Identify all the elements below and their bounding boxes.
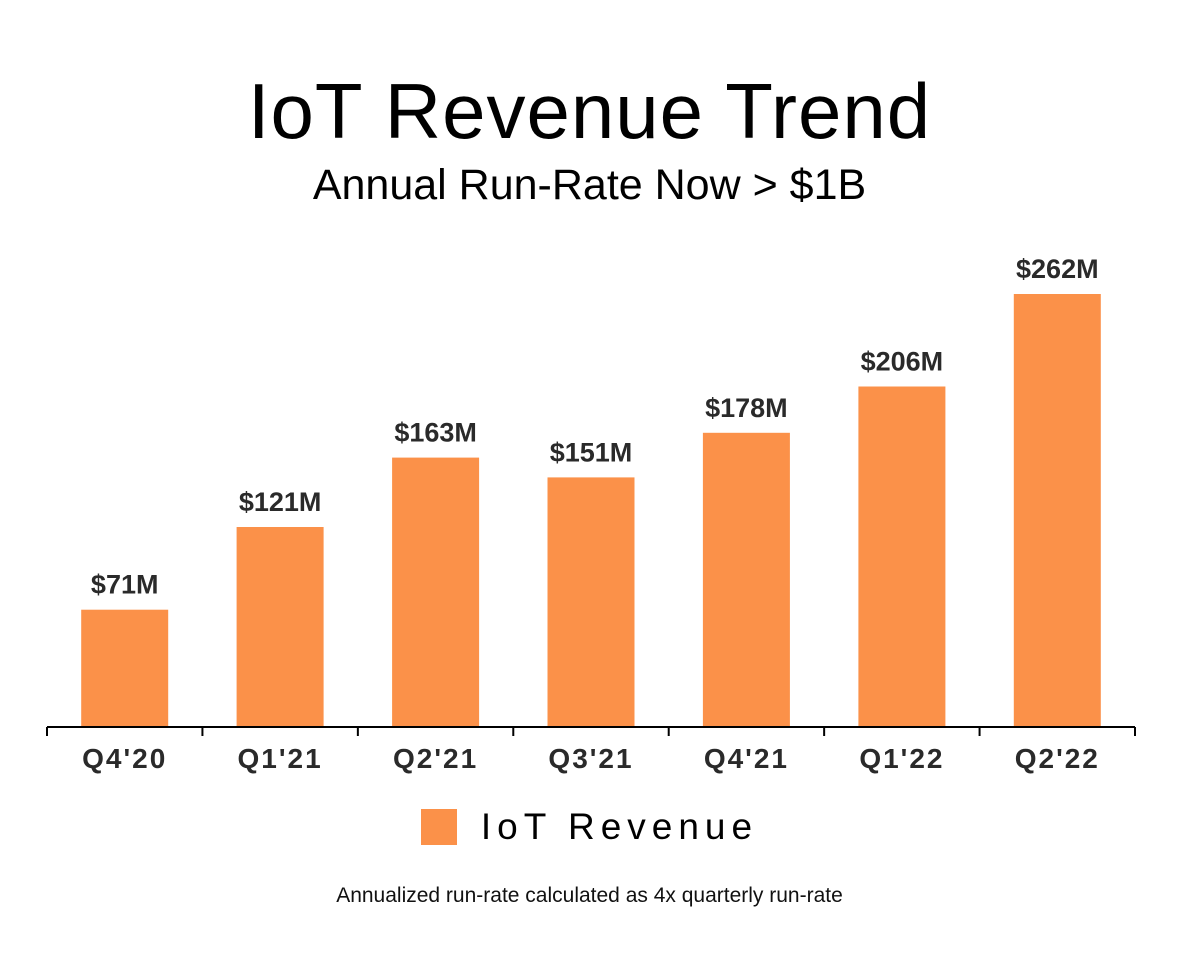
- data-label-4: $178M: [705, 393, 788, 423]
- x-tick-label-4: Q4'21: [704, 743, 789, 774]
- legend-label: IoT Revenue: [480, 806, 759, 847]
- footnote: Annualized run-rate calculated as 4x qua…: [336, 884, 843, 907]
- data-label-5: $206M: [861, 347, 944, 377]
- bar-2: [392, 457, 480, 727]
- x-tick-label-3: Q3'21: [548, 743, 633, 774]
- data-label-1: $121M: [239, 487, 322, 517]
- legend-swatch: [420, 809, 457, 845]
- data-label-3: $151M: [550, 437, 633, 467]
- x-tick-label-2: Q2'21: [393, 743, 478, 774]
- bar-0: [81, 609, 169, 727]
- bar-chart: $71M Q4'20 $121M Q1'21 $163M Q2'21 $151M Q3'21 $…: [46, 254, 1136, 774]
- chart-title: IoT Revenue Trend: [247, 67, 932, 155]
- data-label-2: $163M: [394, 418, 477, 448]
- data-label-0: $71M: [91, 570, 159, 600]
- legend: IoT Revenue: [0, 806, 1179, 848]
- bar-6: [1013, 294, 1101, 727]
- bar-5: [858, 386, 946, 727]
- bar-3: [547, 477, 635, 727]
- x-tick-label-5: Q1'22: [859, 743, 944, 774]
- x-tick-label-0: Q4'20: [82, 743, 167, 774]
- x-tick-label-6: Q2'22: [1015, 743, 1100, 774]
- bar-4: [702, 432, 790, 727]
- data-label-6: $262M: [1016, 254, 1099, 284]
- bar-1: [236, 527, 324, 727]
- x-tick-label-1: Q1'21: [238, 743, 323, 774]
- chart-subtitle: Annual Run-Rate Now > $1B: [312, 161, 867, 209]
